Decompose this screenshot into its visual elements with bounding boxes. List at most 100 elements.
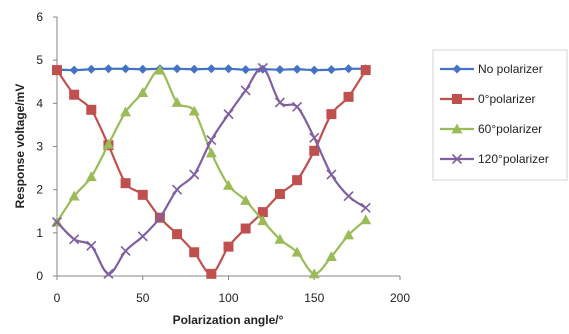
y-tick-label: 0: [36, 269, 43, 283]
legend-item: 120°polarizer: [440, 152, 549, 166]
data-point: [343, 91, 354, 102]
data-point: [325, 251, 337, 261]
data-point: [120, 106, 132, 117]
data-point: [344, 64, 354, 74]
data-point: [52, 65, 62, 76]
data-point: [69, 65, 79, 75]
data-point: [274, 233, 286, 244]
data-point: [102, 138, 114, 149]
axes: 0 1 2 3 4 5 6 0 50 100 150 200: [36, 10, 410, 305]
data-point: [86, 64, 96, 74]
data-point: [274, 188, 285, 199]
legend-item: No polarizer: [440, 62, 543, 76]
series-60-deg-polarizer: [51, 64, 372, 279]
data-point: [121, 64, 131, 74]
y-tick-label: 2: [36, 183, 43, 197]
data-point: [69, 89, 80, 100]
data-point: [360, 65, 371, 76]
data-point: [275, 65, 285, 75]
legend-marker: [452, 64, 462, 74]
series-0-deg-polarizer: [52, 65, 371, 279]
data-point: [120, 178, 131, 189]
data-point: [172, 64, 182, 74]
data-point: [172, 229, 183, 240]
data-point: [206, 134, 217, 146]
legend-label: No polarizer: [478, 62, 543, 76]
data-point: [120, 245, 131, 257]
legend-item: 0°polarizer: [440, 92, 536, 106]
data-point: [51, 216, 63, 228]
x-axis-title: Polarization angle/°: [173, 313, 284, 327]
legend: No polarizer 0°polarizer 60°polarizer 120°p…: [432, 49, 568, 181]
data-point: [309, 132, 320, 143]
x-tick-label: 200: [390, 291, 410, 305]
data-point: [85, 171, 97, 182]
data-point: [240, 223, 251, 234]
series-120-deg-polarizer: [51, 62, 371, 279]
data-point: [86, 104, 97, 115]
x-tick-label: 50: [136, 291, 150, 305]
legend-label: 60°polarizer: [478, 122, 542, 136]
data-point: [223, 241, 234, 252]
series-line: [56, 69, 367, 275]
data-point: [137, 87, 149, 97]
y-tick-label: 5: [36, 53, 43, 67]
y-tick-label: 3: [36, 140, 43, 154]
data-point: [308, 268, 320, 279]
data-point: [274, 97, 286, 108]
x-tick-label: 100: [218, 291, 238, 305]
data-point: [189, 169, 200, 180]
data-point: [309, 65, 319, 75]
data-point: [360, 214, 372, 225]
data-point: [103, 64, 113, 74]
data-point: [292, 175, 303, 186]
data-point: [189, 247, 200, 258]
data-point: [309, 145, 320, 156]
data-point: [206, 268, 217, 279]
data-point: [137, 231, 148, 242]
data-point: [223, 109, 234, 120]
data-point: [326, 109, 337, 120]
series-line: [56, 66, 367, 275]
data-point: [189, 64, 199, 74]
data-point: [69, 234, 80, 245]
legend-label: 0°polarizer: [478, 92, 536, 106]
series-group: [51, 62, 372, 279]
data-point: [137, 189, 148, 200]
legend-marker: [452, 94, 462, 104]
data-point: [240, 194, 252, 205]
data-point: [223, 179, 234, 190]
data-point: [103, 268, 114, 279]
y-axis-title: Response voltage/mV: [13, 84, 27, 209]
data-point: [257, 215, 269, 226]
y-tick-label: 1: [36, 226, 43, 240]
data-point: [171, 184, 183, 195]
series-no-polarizer: [52, 64, 371, 75]
legend-marker: [451, 153, 463, 165]
data-point: [343, 229, 355, 240]
data-point: [86, 240, 97, 251]
data-point: [240, 85, 251, 96]
data-point: [171, 96, 183, 107]
y-tick-label: 4: [36, 96, 43, 110]
legend-label: 120°polarizer: [478, 152, 549, 166]
data-point: [291, 246, 303, 257]
data-point: [205, 147, 217, 158]
data-point: [224, 64, 233, 74]
data-point: [360, 202, 371, 213]
data-point: [154, 212, 165, 223]
data-point: [326, 65, 336, 75]
data-point: [154, 64, 166, 75]
data-point: [138, 64, 148, 74]
data-point: [241, 65, 251, 75]
data-point: [292, 101, 303, 112]
x-tick-label: 150: [304, 291, 324, 305]
legend-item: 60°polarizer: [440, 122, 542, 136]
data-point: [257, 207, 268, 218]
data-point: [343, 191, 354, 202]
data-point: [326, 169, 337, 180]
x-tick-label: 0: [54, 291, 61, 305]
y-tick-label: 6: [36, 10, 43, 24]
data-point: [292, 64, 302, 74]
